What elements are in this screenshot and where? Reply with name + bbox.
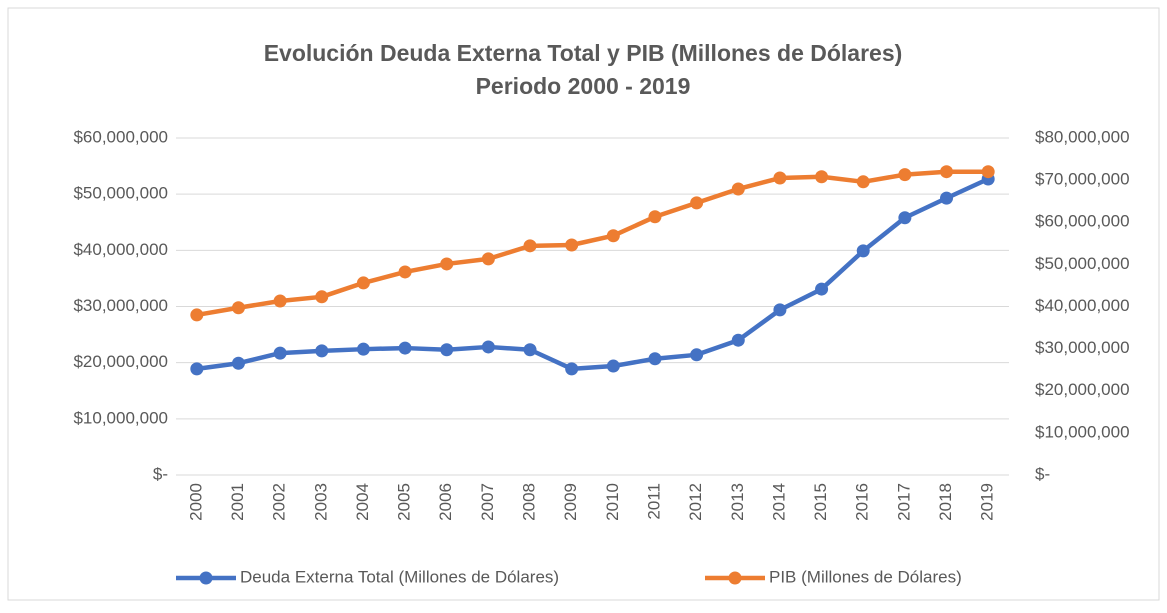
data-point	[231, 301, 245, 315]
y-tick-label: $-	[153, 464, 168, 483]
x-tick-label: 2014	[769, 483, 788, 521]
data-point	[273, 346, 287, 360]
x-tick-label: 2010	[603, 483, 622, 521]
data-point	[481, 340, 495, 354]
data-point	[856, 175, 870, 189]
legend-label: Deuda Externa Total (Millones de Dólares…	[240, 567, 559, 586]
y2-tick-label: $60,000,000	[1035, 212, 1130, 231]
data-point	[690, 348, 704, 362]
data-point	[565, 238, 579, 252]
data-point	[731, 182, 745, 196]
chart-subtitle: Periodo 2000 - 2019	[476, 73, 691, 99]
data-point	[190, 362, 204, 376]
data-point	[231, 356, 245, 370]
data-point	[315, 290, 329, 304]
legend-marker	[199, 571, 213, 585]
legend-label: PIB (Millones de Dólares)	[769, 567, 962, 586]
y2-tick-label: $80,000,000	[1035, 127, 1130, 146]
x-tick-label: 2003	[311, 483, 330, 521]
data-point	[565, 362, 579, 376]
legend-marker	[728, 571, 742, 585]
x-tick-label: 2000	[186, 483, 205, 521]
y2-tick-label: $-	[1035, 464, 1050, 483]
data-point	[648, 352, 662, 366]
y2-tick-label: $10,000,000	[1035, 422, 1130, 441]
x-tick-label: 2004	[353, 483, 372, 521]
y-tick-label: $20,000,000	[73, 352, 168, 371]
data-point	[315, 344, 329, 358]
data-point	[606, 229, 620, 243]
data-point	[440, 343, 454, 357]
x-tick-label: 2001	[228, 483, 247, 521]
y2-tick-label: $40,000,000	[1035, 296, 1130, 315]
y2-tick-label: $50,000,000	[1035, 254, 1130, 273]
data-point	[398, 341, 412, 355]
data-point	[481, 252, 495, 266]
data-point	[898, 168, 912, 182]
x-tick-label: 2009	[561, 483, 580, 521]
x-tick-label: 2005	[395, 483, 414, 521]
data-point	[273, 294, 287, 308]
chart-border	[7, 7, 1160, 601]
x-tick-label: 2018	[936, 483, 955, 521]
x-tick-label: 2002	[270, 483, 289, 521]
data-point	[940, 165, 954, 179]
y-tick-label: $30,000,000	[73, 296, 168, 315]
data-point	[731, 333, 745, 347]
x-tick-label: 2015	[811, 483, 830, 521]
data-point	[398, 265, 412, 279]
x-tick-label: 2007	[478, 483, 497, 521]
y-tick-label: $50,000,000	[73, 184, 168, 203]
data-point	[190, 308, 204, 322]
x-tick-label: 2019	[978, 483, 997, 521]
data-point	[440, 257, 454, 271]
data-point	[856, 244, 870, 258]
data-point	[898, 211, 912, 225]
data-point	[356, 276, 370, 290]
data-point	[523, 239, 537, 253]
line-series	[196, 176, 990, 372]
y2-tick-label: $30,000,000	[1035, 338, 1130, 357]
x-tick-label: 2011	[644, 483, 663, 520]
x-tick-label: 2006	[436, 483, 455, 521]
data-point	[690, 196, 704, 210]
y2-tick-label: $20,000,000	[1035, 380, 1130, 399]
data-point	[773, 303, 787, 317]
data-point	[523, 343, 537, 357]
data-point	[606, 359, 620, 373]
y-tick-label: $60,000,000	[73, 127, 168, 146]
chart-title: Evolución Deuda Externa Total y PIB (Mil…	[264, 40, 903, 66]
data-point	[940, 191, 954, 205]
data-point	[981, 165, 995, 179]
data-point	[648, 210, 662, 224]
y-tick-label: $10,000,000	[73, 408, 168, 427]
y2-tick-label: $70,000,000	[1035, 170, 1130, 189]
data-point	[773, 171, 787, 185]
data-point	[356, 342, 370, 356]
x-tick-label: 2017	[894, 483, 913, 521]
x-tick-label: 2016	[853, 483, 872, 521]
x-tick-label: 2013	[728, 483, 747, 521]
data-point	[815, 282, 829, 296]
y-tick-label: $40,000,000	[73, 240, 168, 259]
x-tick-label: 2008	[520, 483, 539, 521]
data-point	[815, 170, 829, 184]
x-tick-label: 2012	[686, 483, 705, 521]
line-series	[196, 169, 989, 318]
